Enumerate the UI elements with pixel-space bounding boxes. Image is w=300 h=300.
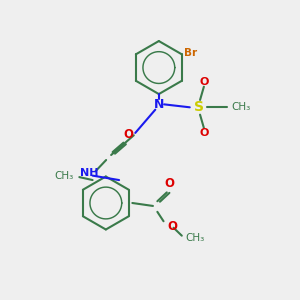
Text: O: O xyxy=(199,128,208,138)
Text: O: O xyxy=(165,177,175,190)
Text: O: O xyxy=(123,128,133,142)
Text: S: S xyxy=(194,100,204,114)
Text: NH: NH xyxy=(80,168,98,178)
Text: CH₃: CH₃ xyxy=(54,171,74,181)
Text: N: N xyxy=(154,98,164,111)
Text: CH₃: CH₃ xyxy=(185,233,205,243)
Text: CH₃: CH₃ xyxy=(231,102,250,112)
Text: O: O xyxy=(167,220,177,233)
Text: Br: Br xyxy=(184,48,197,58)
Text: O: O xyxy=(199,77,208,87)
